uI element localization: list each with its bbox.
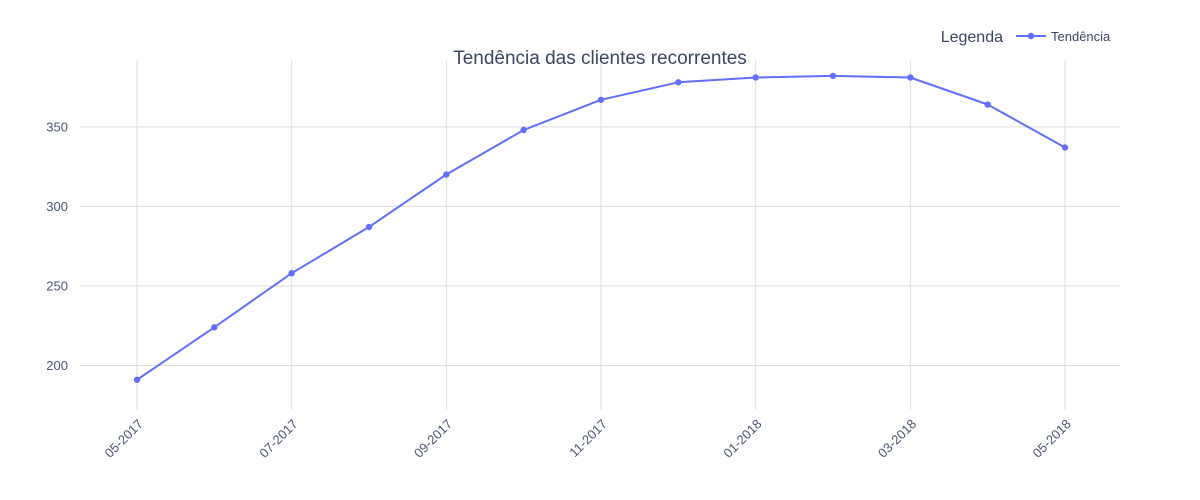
y-tick-label-200: 200 (46, 358, 68, 373)
x-tick-label-03-2018: 03-2018 (875, 416, 919, 460)
x-gridlines (136, 60, 1066, 410)
y-gridlines (80, 126, 1120, 366)
data-point-02-2018[interactable] (829, 72, 837, 80)
data-point-11-2017[interactable] (597, 96, 605, 103)
legend-marker-swatch (1027, 32, 1035, 40)
data-point-07-2017[interactable] (288, 269, 295, 277)
chart-title: Tendência das clientes recorrentes (453, 48, 747, 69)
y-axis-tick-labels: 200 250 300 350 (46, 119, 68, 373)
legend-label-tendencia: Tendência (1051, 29, 1111, 44)
data-point-10-2017[interactable] (520, 126, 527, 134)
data-point-08-2017[interactable] (365, 223, 373, 231)
x-tick-label-05-2017: 05-2017 (102, 416, 146, 460)
data-point-04-2018[interactable] (984, 101, 991, 108)
x-tick-label-07-2017: 07-2017 (256, 416, 300, 460)
x-tick-label-11-2017: 11-2017 (566, 416, 610, 460)
data-point-03-2018[interactable] (907, 74, 914, 81)
y-tick-label-350: 350 (46, 119, 68, 134)
data-point-05-2017[interactable] (133, 376, 141, 383)
data-point-12-2017[interactable] (675, 79, 682, 86)
legend-title: Legenda (941, 29, 1003, 46)
data-point-06-2017[interactable] (211, 324, 218, 331)
legend[interactable]: Legenda Tendência (941, 29, 1111, 46)
series-layer (133, 72, 1069, 383)
x-tick-label-01-2018: 01-2018 (720, 416, 764, 460)
x-axis-tick-labels: 05-2017 07-2017 09-2017 11-2017 01-2018 03-20… (102, 416, 1074, 460)
x-tick-label-09-2017: 09-2017 (411, 416, 455, 460)
data-point-01-2018[interactable] (752, 74, 759, 81)
x-tick-label-05-2018: 05-2018 (1030, 416, 1074, 460)
y-tick-label-300: 300 (46, 199, 68, 214)
data-point-05-2018[interactable] (1061, 144, 1069, 151)
y-tick-label-250: 250 (46, 278, 68, 293)
data-point-09-2017[interactable] (443, 171, 450, 178)
